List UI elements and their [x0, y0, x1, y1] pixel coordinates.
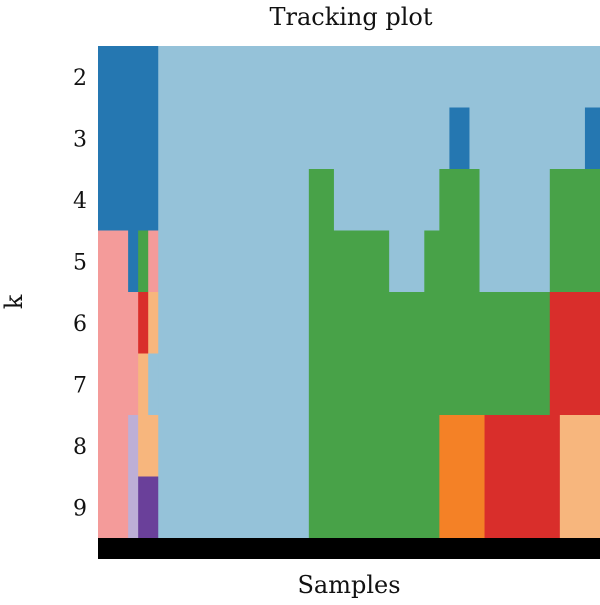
- heatmap-cell-k5-2: [138, 230, 149, 293]
- plot-area: [98, 46, 600, 539]
- heatmap-cell-k4-6: [549, 169, 600, 232]
- y-tick-label-3: 3: [73, 127, 87, 152]
- heatmap-cell-k8-4: [308, 415, 440, 478]
- heatmap-cell-k4-1: [158, 169, 310, 232]
- heatmap-cell-k5-0: [98, 230, 129, 293]
- heatmap-cell-k3-0: [98, 107, 159, 170]
- heatmap-cell-k2-1: [158, 46, 600, 109]
- heatmap-cell-k5-8: [479, 230, 551, 293]
- heatmap-cell-k9-7: [559, 476, 600, 539]
- heatmap-cell-k3-2: [449, 107, 471, 170]
- heatmap-cell-k5-1: [128, 230, 139, 293]
- heatmap-cell-k7-5: [549, 353, 600, 416]
- heatmap-cell-k7-2: [148, 353, 159, 416]
- y-tick-label-7: 7: [73, 373, 87, 398]
- heatmap-cell-k9-6: [484, 476, 561, 539]
- heatmap-cell-k2-0: [98, 46, 159, 109]
- heatmap-cell-k9-0: [98, 476, 129, 539]
- heatmap-cell-k5-7: [424, 230, 481, 293]
- heatmap-cell-k4-0: [98, 169, 159, 232]
- heatmap-cell-k9-2: [138, 476, 159, 539]
- y-tick-label-4: 4: [73, 189, 87, 214]
- heatmap-cell-k9-4: [308, 476, 440, 539]
- heatmap-cell-k6-5: [549, 292, 600, 355]
- heatmap-cell-k9-3: [158, 476, 310, 539]
- heatmap-cell-k7-0: [98, 353, 139, 416]
- y-axis-label: k: [0, 294, 28, 309]
- heatmap-cell-k6-4: [308, 292, 551, 355]
- heatmap-cell-k5-3: [148, 230, 159, 293]
- heatmap-cell-k5-6: [389, 230, 425, 293]
- heatmap-cell-k6-0: [98, 292, 139, 355]
- heatmap-cell-k8-3: [158, 415, 310, 478]
- heatmap-cell-k8-5: [439, 415, 486, 478]
- x-axis-label: Samples: [297, 571, 400, 599]
- heatmap-cell-k4-2: [308, 169, 335, 232]
- heatmap-cell-k3-1: [158, 107, 451, 170]
- heatmap-cell-k8-2: [138, 415, 159, 478]
- heatmap-cell-k6-3: [158, 292, 310, 355]
- heatmap-cell-k8-6: [484, 415, 561, 478]
- heatmap-cell-k4-4: [439, 169, 481, 232]
- heatmap-cell-k4-3: [333, 169, 440, 232]
- y-tick-labels: 2 3 4 5 6 7 8 9: [73, 66, 87, 522]
- heatmap-cell-k7-3: [158, 353, 310, 416]
- heatmap-cell-k5-5: [308, 230, 390, 293]
- heatmap-cell-k8-0: [98, 415, 129, 478]
- cluster-bar: [98, 538, 600, 559]
- heatmap-cell-k5-9: [549, 230, 600, 293]
- heatmap-cell-k8-1: [128, 415, 139, 478]
- heatmap-cell-k3-4: [584, 107, 600, 170]
- chart-title: Tracking plot: [269, 3, 432, 31]
- heatmap-cell-k5-4: [158, 230, 310, 293]
- heatmap-cell-k3-3: [469, 107, 586, 170]
- heatmap-cell-k4-5: [479, 169, 551, 232]
- heatmap-cell-k8-7: [559, 415, 600, 478]
- heatmap-cell-k9-1: [128, 476, 139, 539]
- y-tick-label-9: 9: [73, 496, 87, 521]
- heatmap-cell-k6-1: [138, 292, 149, 355]
- y-tick-label-2: 2: [73, 66, 87, 91]
- y-tick-label-5: 5: [73, 250, 87, 275]
- heatmap-cell-k7-1: [138, 353, 149, 416]
- y-tick-label-8: 8: [73, 435, 87, 460]
- heatmap-cell-k7-4: [308, 353, 551, 416]
- heatmap-cell-k9-5: [439, 476, 486, 539]
- heatmap-cell-k6-2: [148, 292, 159, 355]
- y-tick-label-6: 6: [73, 312, 87, 337]
